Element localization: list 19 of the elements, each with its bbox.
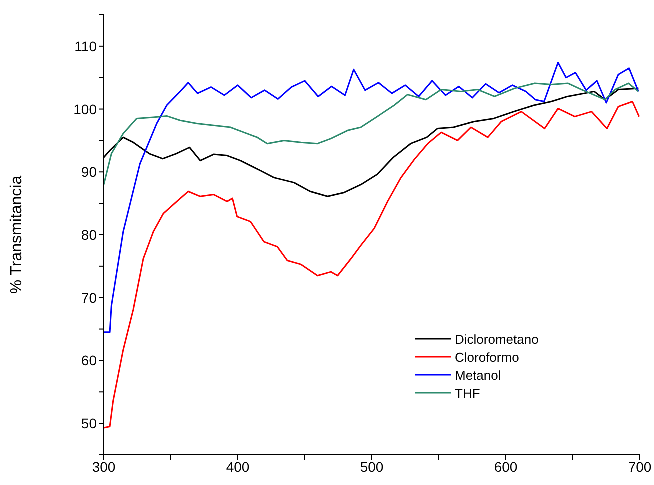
legend-label: Diclorometano xyxy=(455,332,539,346)
y-tick-label: 70 xyxy=(81,290,98,306)
x-tick-label: 500 xyxy=(360,458,384,475)
y-axis-title: % Transmitancia xyxy=(8,176,26,294)
y-tick-label: 110 xyxy=(74,38,98,54)
y-tick-label: 50 xyxy=(81,416,98,432)
x-tick-label: 300 xyxy=(92,458,116,475)
x-tick-label: 600 xyxy=(494,458,518,475)
legend-label: Metanol xyxy=(455,368,502,382)
legend-label: THF xyxy=(455,386,480,400)
y-tick-label: 90 xyxy=(81,164,98,180)
legend-label: Cloroformo xyxy=(455,350,520,364)
x-tick-label: 700 xyxy=(628,458,652,475)
line-series xyxy=(104,100,640,429)
y-tick-label: 80 xyxy=(81,226,98,243)
line-series xyxy=(104,62,640,334)
y-tick-label: 60 xyxy=(81,352,98,369)
x-tick-label: 400 xyxy=(226,458,250,475)
y-tick-label: 100 xyxy=(74,101,98,118)
